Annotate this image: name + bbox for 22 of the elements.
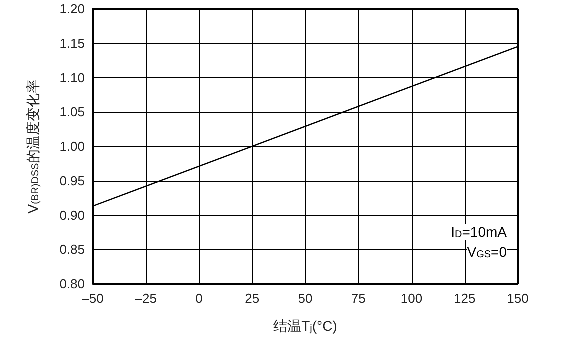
y-tick-label: 1.00 [60, 139, 85, 154]
x-tick-label: 75 [351, 291, 366, 306]
x-tick-label: 150 [507, 291, 529, 306]
y-tick-label: 0.80 [60, 276, 85, 292]
y-tick-label: 0.95 [60, 173, 85, 188]
y-tick-label: 0.85 [60, 242, 85, 258]
x-tick-label: 125 [454, 291, 476, 306]
x-tick-label: –50 [82, 291, 104, 306]
x-tick-label: 25 [245, 291, 260, 306]
y-tick-label: 1.05 [60, 104, 85, 120]
y-tick-label: 1.10 [60, 70, 85, 86]
x-tick-label: 0 [196, 291, 203, 306]
x-tick-label: –25 [135, 291, 157, 306]
y-tick-label: 0.90 [60, 208, 85, 223]
y-tick-label: 1.20 [60, 2, 85, 16]
annotation: ID=10mA [451, 224, 508, 240]
y-tick-label: 1.15 [60, 36, 85, 51]
y-axis-title: V(BR)DSS的温度变化率 [25, 79, 42, 214]
x-tick-label: 100 [400, 291, 423, 306]
annotation: VGS=0 [467, 244, 508, 260]
x-axis-title: 结温Tj(°C) [274, 318, 338, 334]
x-tick-label: 50 [298, 291, 313, 306]
